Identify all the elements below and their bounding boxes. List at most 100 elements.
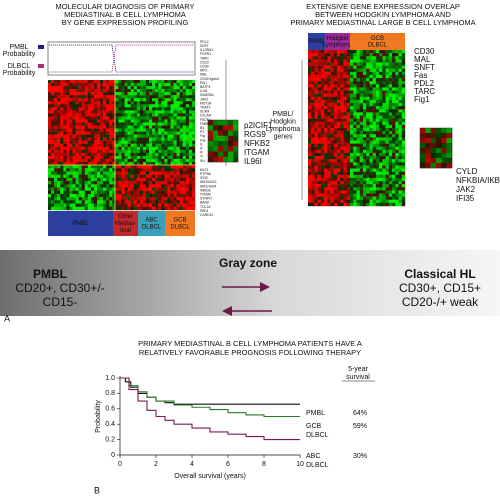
heat-cell — [152, 119, 156, 123]
heat-cell — [90, 137, 95, 141]
heat-cell — [401, 78, 406, 82]
heat-cell — [109, 80, 113, 84]
heat-cell — [146, 165, 150, 169]
heat-cell — [185, 116, 190, 120]
heat-cell — [317, 109, 322, 113]
group-label: ABC — [145, 218, 158, 224]
heat-cell — [366, 184, 370, 188]
heat-cell — [366, 71, 370, 76]
heat-cell — [385, 99, 390, 104]
heat-cell — [69, 101, 73, 105]
heat-cell — [382, 103, 386, 107]
heat-cell — [51, 125, 55, 129]
heat-cell — [167, 193, 171, 198]
heat-cell — [324, 137, 328, 141]
heat-cell — [170, 92, 174, 96]
heat-cell — [170, 95, 174, 99]
heat-cell — [382, 149, 386, 154]
heat-cell — [343, 81, 347, 85]
heat-cell — [136, 80, 141, 84]
heat-cell — [87, 134, 92, 138]
heat-cell — [327, 106, 331, 110]
heat-cell — [167, 171, 171, 175]
heat-cell — [51, 95, 55, 99]
heat-cell — [388, 106, 393, 110]
title: MEDIASTINAL B CELL LYMPHOMA — [64, 10, 186, 19]
heat-cell — [118, 122, 122, 126]
heat-cell — [66, 101, 70, 105]
heat-cell — [124, 86, 128, 90]
prob-label: Probability — [3, 51, 36, 58]
heat-cell — [311, 124, 315, 129]
heat-cell — [346, 159, 351, 163]
heat-cell — [103, 134, 107, 138]
heat-cell — [382, 109, 386, 113]
heat-cell — [87, 146, 92, 151]
heat-cell — [382, 140, 386, 144]
heat-cell — [124, 165, 128, 169]
heat-cell — [161, 128, 165, 132]
heat-cell — [130, 119, 134, 123]
heat-cell — [66, 152, 70, 157]
heat-cell — [395, 137, 399, 141]
heat-cell — [139, 86, 144, 90]
heat-cell — [327, 187, 331, 191]
heat-cell — [72, 101, 76, 105]
heat-cell — [353, 199, 357, 204]
heat-cell — [372, 162, 377, 166]
heat-cell — [63, 86, 67, 90]
heat-cell — [121, 131, 125, 135]
heat-cell — [112, 107, 116, 111]
heat-cell — [81, 165, 85, 169]
heat-cell — [343, 50, 347, 54]
heat-cell — [81, 113, 85, 117]
heat-cell — [179, 131, 183, 135]
heat-cell — [139, 104, 144, 108]
heat-cell — [346, 156, 351, 160]
heat-cell — [100, 86, 104, 90]
heat-cell — [388, 96, 393, 101]
heat-cell — [142, 122, 147, 126]
heat-cell — [343, 78, 347, 82]
heat-cell — [54, 110, 58, 114]
heat-cell — [401, 103, 406, 107]
heat-cell — [146, 125, 150, 129]
heat-cell — [69, 116, 73, 120]
heat-cell — [308, 146, 312, 151]
heat-cell — [118, 174, 122, 179]
heat-cell — [93, 80, 98, 84]
heat-cell — [54, 89, 58, 93]
heat-cell — [167, 197, 171, 201]
heat-cell — [324, 99, 328, 104]
heat-cell — [343, 168, 347, 172]
gene: SLAM — [200, 110, 209, 114]
inset-gene: JAK2 — [456, 185, 476, 194]
heat-cell — [353, 93, 357, 97]
heat-cell — [182, 187, 187, 191]
survival-curve — [120, 377, 300, 405]
heat-cell — [130, 197, 134, 201]
heat-cell — [118, 89, 122, 93]
heat-cell — [84, 110, 89, 114]
heat-cell — [441, 143, 447, 149]
heat-cell — [90, 122, 95, 126]
heat-cell — [161, 104, 165, 108]
heat-cell — [72, 98, 76, 102]
heat-cell — [97, 168, 101, 172]
heat-cell — [118, 95, 122, 99]
heat-cell — [314, 81, 318, 85]
heat-cell — [66, 158, 70, 163]
heat-cell — [106, 104, 110, 108]
callout-gene: NFKB2 — [244, 139, 270, 148]
heat-cell — [121, 140, 125, 144]
heat-cell — [372, 152, 377, 157]
heat-cell — [127, 155, 131, 160]
heat-cell — [167, 86, 171, 90]
heat-cell — [369, 152, 373, 157]
heat-cell — [392, 78, 396, 82]
heat-cell — [327, 59, 331, 63]
heat-cell — [314, 121, 318, 126]
heat-cell — [343, 112, 347, 116]
heat-cell — [311, 93, 315, 97]
heat-cell — [324, 193, 328, 197]
